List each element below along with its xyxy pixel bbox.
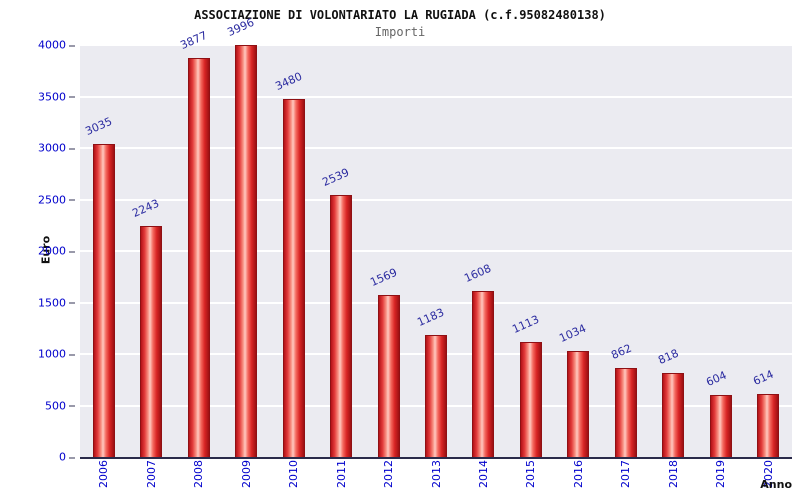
chart-subtitle: Importi [374, 25, 426, 39]
bar-value-label: 1608 [462, 262, 494, 286]
bar-slot: 862 [602, 45, 649, 457]
bar-slot: 818 [650, 45, 697, 457]
bar-value-label: 604 [703, 368, 729, 389]
x-tick-cell: 2017 [602, 460, 649, 500]
bar-slot: 3996 [222, 16, 269, 457]
gridline [80, 301, 792, 304]
bar-2012 [377, 295, 400, 457]
bar-2014 [472, 291, 495, 457]
bar-slot: 1183 [412, 45, 459, 457]
bar-2020 [757, 393, 780, 457]
bar-2010 [282, 98, 305, 457]
y-tick-label: 1000 [38, 347, 75, 361]
x-tick-label: 2008 [192, 460, 206, 488]
x-tick-cell: 2019 [697, 460, 744, 500]
gridline [80, 198, 792, 201]
bar-slot: 2243 [127, 45, 174, 457]
x-tick-cell: 2013 [412, 460, 459, 500]
x-tick-label: 2011 [334, 460, 348, 488]
bar-2009 [235, 45, 258, 457]
x-tick-label: 2010 [287, 460, 301, 488]
x-tick-label: 2009 [239, 460, 253, 488]
bar-slot: 1034 [555, 45, 602, 457]
y-tick-label: 3500 [38, 90, 75, 103]
x-tick-label: 2017 [619, 460, 633, 488]
bar-2015 [519, 342, 542, 457]
gridline [80, 250, 792, 252]
bar-2019 [709, 394, 732, 457]
bar-slot: 1113 [507, 45, 554, 457]
x-tick-cell: 2011 [317, 460, 364, 500]
bar-value-label: 3480 [272, 69, 304, 93]
y-tick-label: 0 [59, 450, 75, 464]
bar-2016 [567, 350, 590, 457]
y-axis: 0 500 1000 1500 2000 2500 3000 3500 4000 [0, 39, 76, 464]
bar-value-label: 818 [656, 346, 681, 367]
bar-slot: 3035 [80, 45, 127, 457]
bar-2006 [92, 144, 115, 457]
bar-value-label: 1113 [510, 313, 542, 337]
x-tick-label: 2016 [571, 460, 585, 488]
x-tick-label: 2013 [429, 460, 443, 488]
x-tick-label: 2012 [382, 460, 396, 488]
gridline [80, 95, 792, 98]
bar-value-label: 1183 [415, 305, 447, 330]
x-axis-label: Anno [760, 478, 792, 491]
y-tick-label: 2500 [38, 193, 75, 206]
y-tick-label: 1500 [38, 296, 75, 309]
bar-value-label: 1034 [557, 321, 589, 345]
bar-slot: 614 [745, 45, 792, 457]
bar-slot: 604 [697, 45, 744, 457]
y-tick-label: 500 [45, 399, 75, 412]
bar-value-label: 3035 [83, 115, 114, 139]
x-tick-cell: 2018 [650, 460, 697, 500]
bar-2011 [330, 195, 353, 457]
gridline [80, 44, 792, 46]
x-tick-cell: 2014 [460, 460, 507, 500]
x-tick-cell: 2012 [365, 460, 412, 500]
x-tick-cell: 2009 [222, 460, 269, 500]
bar-value-label: 2243 [130, 196, 162, 220]
y-tick-label: 3000 [38, 141, 75, 155]
x-tick-label: 2014 [476, 460, 490, 488]
bar-2017 [614, 368, 637, 457]
x-tick-label: 2019 [714, 460, 728, 488]
bar-value-label: 2539 [320, 166, 352, 190]
bar-2007 [140, 225, 163, 457]
x-tick-cell: 2010 [270, 460, 317, 500]
bar-2008 [187, 57, 210, 457]
y-tick-label: 2000 [38, 244, 75, 258]
bar-slot: 3877 [175, 28, 222, 457]
bar-2018 [662, 372, 685, 457]
bar-slot: 1569 [365, 45, 412, 457]
x-tick-cell: 2015 [507, 460, 554, 500]
x-tick-label: 2018 [666, 460, 680, 488]
x-tick-label: 2006 [97, 460, 111, 488]
plot-area: 3035 2243 3877 3996 3480 2539 1569 1183 1608 1113… [80, 16, 792, 459]
x-axis: 2006 2007 2008 2009 2010 2011 2012 2013 2014 2015… [80, 460, 792, 500]
bar-slot: 3480 [270, 45, 317, 457]
x-tick-cell: 2016 [555, 460, 602, 500]
bar-value-label: 614 [751, 367, 776, 388]
bar-2013 [425, 335, 448, 457]
bar-slot: 2539 [317, 45, 364, 457]
gridline [80, 147, 792, 149]
bar-value-label: 1569 [367, 266, 399, 290]
x-tick-cell: 2006 [80, 460, 127, 500]
bar-slot: 1608 [460, 45, 507, 457]
x-tick-cell: 2007 [127, 460, 174, 500]
x-tick-cell: 2008 [175, 460, 222, 500]
y-tick-label: 4000 [38, 38, 75, 52]
bar-value-label: 862 [609, 341, 634, 363]
chart-title: ASSOCIAZIONE DI VOLONTARIATO LA RUGIADA … [194, 8, 606, 22]
x-tick-label: 2015 [524, 460, 538, 488]
x-tick-label: 2007 [144, 460, 158, 488]
